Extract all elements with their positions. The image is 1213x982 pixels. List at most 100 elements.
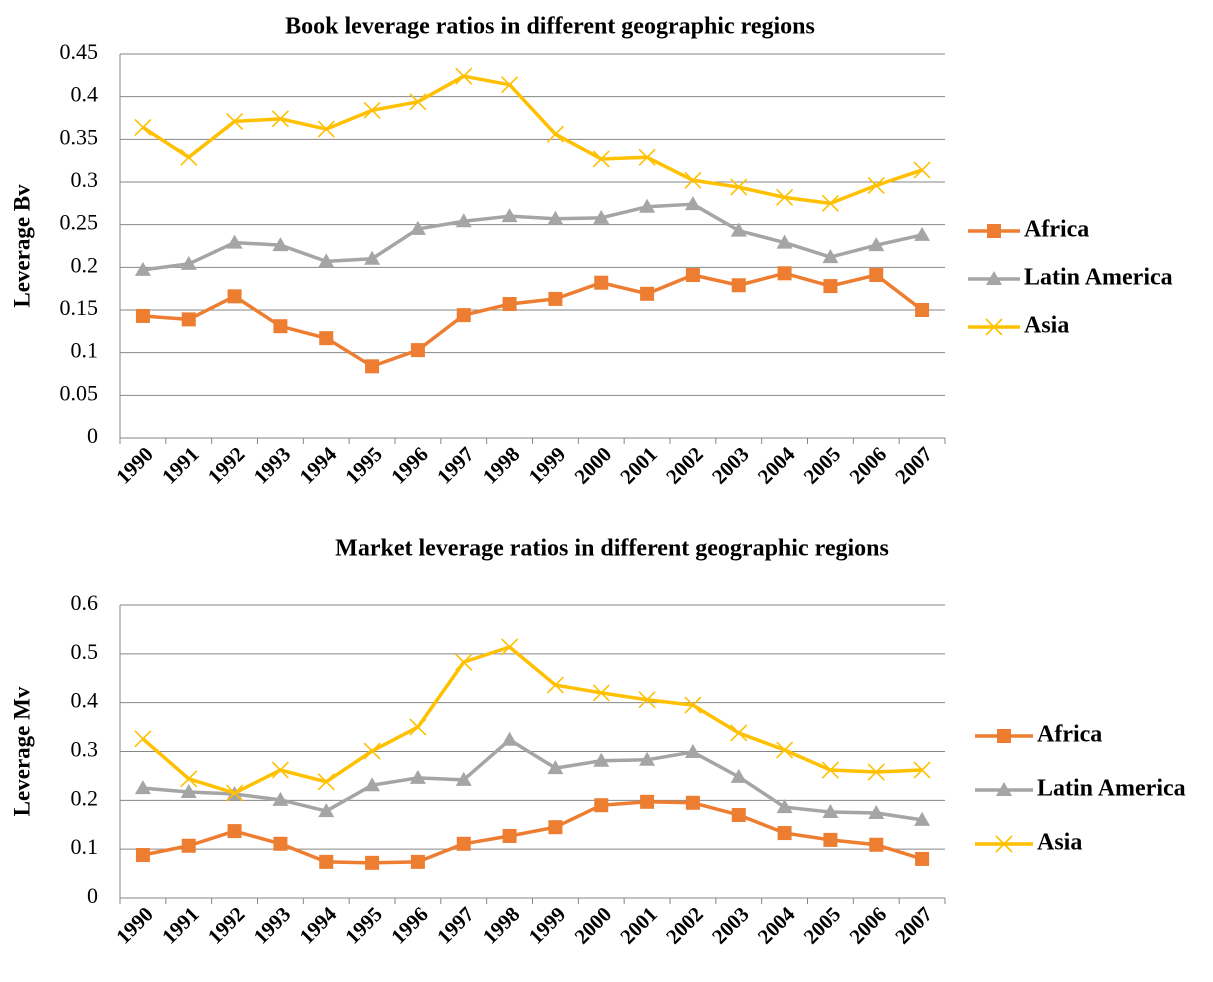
data-point bbox=[594, 798, 609, 813]
x-tick-label: 2000 bbox=[570, 902, 617, 949]
data-point bbox=[730, 222, 747, 237]
x-tick-label: 1999 bbox=[524, 902, 571, 949]
x-tick-label: 1990 bbox=[111, 442, 158, 489]
data-point bbox=[410, 343, 425, 358]
data-point bbox=[640, 286, 655, 301]
y-axis-label: Leverage Mv bbox=[9, 686, 34, 816]
data-point bbox=[823, 279, 838, 294]
x-tick-label: 1997 bbox=[432, 902, 479, 949]
x-tick-label: 1997 bbox=[432, 442, 479, 489]
series-line bbox=[141, 645, 923, 795]
x-tick-label: 2005 bbox=[799, 902, 846, 949]
data-point bbox=[318, 253, 335, 268]
data-point bbox=[134, 730, 152, 748]
data-point bbox=[822, 804, 839, 819]
data-point bbox=[409, 769, 426, 784]
data-point bbox=[639, 751, 656, 766]
x-tick-label: 1993 bbox=[249, 902, 296, 949]
series-line bbox=[142, 202, 923, 272]
data-point bbox=[593, 752, 610, 767]
x-tick-label: 1998 bbox=[478, 902, 525, 949]
data-point bbox=[867, 176, 885, 194]
data-point bbox=[776, 234, 793, 249]
data-point bbox=[135, 848, 150, 863]
data-point bbox=[409, 93, 427, 111]
data-point bbox=[868, 805, 885, 820]
data-point bbox=[502, 297, 517, 312]
data-point bbox=[272, 791, 289, 806]
data-point bbox=[684, 696, 702, 714]
legend-marker bbox=[995, 835, 1013, 853]
data-point bbox=[456, 836, 471, 851]
x-tick-label: 2007 bbox=[890, 442, 937, 489]
x-tick-label: 1991 bbox=[157, 902, 204, 949]
data-point bbox=[317, 773, 335, 791]
data-point bbox=[593, 209, 610, 224]
data-point bbox=[134, 261, 151, 276]
data-point bbox=[776, 188, 794, 206]
data-point bbox=[640, 794, 655, 809]
data-point bbox=[823, 832, 838, 847]
data-point bbox=[271, 761, 289, 779]
data-point bbox=[455, 653, 473, 671]
x-tick-label: 1991 bbox=[157, 442, 204, 489]
data-point bbox=[319, 331, 334, 346]
data-point bbox=[365, 855, 380, 870]
data-point bbox=[180, 770, 198, 788]
y-tick-label: 0.15 bbox=[60, 295, 99, 320]
data-point bbox=[226, 112, 244, 130]
data-point bbox=[134, 118, 152, 136]
data-point bbox=[684, 743, 701, 758]
data-point bbox=[180, 784, 197, 799]
data-point bbox=[226, 784, 244, 802]
data-point bbox=[594, 275, 609, 290]
legend-label: Asia bbox=[1037, 830, 1082, 856]
data-point bbox=[869, 837, 884, 852]
y-tick-label: 0.1 bbox=[71, 834, 99, 859]
data-point bbox=[455, 771, 472, 786]
x-tick-label: 1996 bbox=[386, 902, 433, 949]
data-point bbox=[913, 161, 931, 179]
data-point bbox=[364, 250, 381, 265]
data-point bbox=[410, 854, 425, 869]
data-point bbox=[914, 226, 931, 241]
data-point bbox=[592, 684, 610, 702]
y-axis-label: Leverage Bv bbox=[9, 184, 34, 308]
legend-label: Africa bbox=[1024, 217, 1089, 243]
chart-title: Book leverage ratios in different geogra… bbox=[285, 14, 815, 40]
data-point bbox=[592, 150, 610, 168]
x-tick-label: 1998 bbox=[478, 442, 525, 489]
y-tick-label: 0.5 bbox=[71, 639, 99, 664]
y-tick-label: 0.3 bbox=[71, 167, 99, 192]
data-point bbox=[180, 255, 197, 270]
data-point bbox=[409, 718, 427, 736]
x-tick-label: 2001 bbox=[615, 902, 662, 949]
x-tick-label: 2005 bbox=[799, 442, 846, 489]
data-point bbox=[869, 268, 884, 283]
legend-marker bbox=[996, 782, 1012, 796]
x-tick-label: 2007 bbox=[890, 902, 937, 949]
y-tick-label: 0.2 bbox=[71, 252, 99, 277]
data-point bbox=[180, 148, 198, 166]
data-point bbox=[821, 194, 839, 212]
legend-marker bbox=[986, 271, 1002, 285]
legend-label: Latin America bbox=[1024, 265, 1173, 291]
data-point bbox=[546, 125, 564, 143]
data-point bbox=[730, 178, 748, 196]
data-point bbox=[501, 76, 519, 94]
data-point bbox=[409, 220, 426, 235]
x-tick-label: 2006 bbox=[845, 442, 892, 489]
data-point bbox=[501, 731, 518, 746]
data-point bbox=[638, 148, 656, 166]
data-point bbox=[868, 237, 885, 252]
data-point bbox=[730, 724, 748, 742]
data-point bbox=[731, 807, 746, 822]
data-point bbox=[363, 742, 381, 760]
data-point bbox=[547, 760, 564, 775]
data-point bbox=[684, 196, 701, 211]
data-point bbox=[822, 249, 839, 264]
data-point bbox=[915, 303, 930, 317]
series-line bbox=[142, 800, 923, 865]
y-tick-label: 0.6 bbox=[71, 590, 99, 615]
